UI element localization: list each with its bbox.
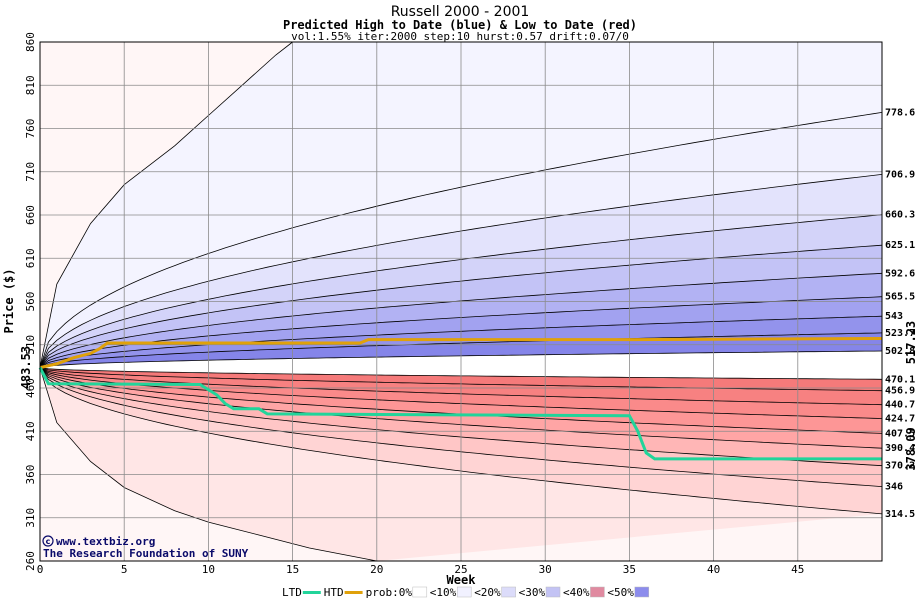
legend-swatch-2 <box>412 586 428 598</box>
credit-org: The Research Foundation of SUNY <box>43 547 249 560</box>
legend-swatch-5 <box>545 586 561 598</box>
band-end-label-17: 314.5 <box>885 509 915 520</box>
x-tick-label-40: 40 <box>707 563 720 576</box>
legend-swatch-6 <box>590 586 605 598</box>
legend-label-3: <10% <box>430 586 457 599</box>
band-low-3 <box>40 367 882 434</box>
band-end-label-14: 390.4 <box>885 443 915 454</box>
band-end-label-2: 660.3 <box>885 210 915 221</box>
y-tick-label-460: 460 <box>24 378 37 398</box>
band-end-label-7: 523.7 <box>885 328 915 339</box>
htd-series-line <box>39 337 883 370</box>
x-tick-labels: 0 5 10 15 20 25 30 35 40 45 <box>37 563 805 576</box>
y-tick-label-610: 610 <box>24 248 37 268</box>
band-high-1 <box>40 174 882 368</box>
y-tick-label-360: 360 <box>24 465 37 485</box>
legend-line-1 <box>344 591 363 594</box>
x-tick-label-45: 45 <box>791 563 804 576</box>
x-tick-label-30: 30 <box>539 563 552 576</box>
band-end-label-1: 706.9 <box>885 169 915 180</box>
band-end-label-8: 502.8 <box>885 346 915 357</box>
band-high-5 <box>40 296 882 368</box>
legend-label-1: HTD <box>324 586 344 599</box>
copyright-icon-c: c <box>46 537 51 546</box>
x-tick-label-5: 5 <box>121 563 128 576</box>
y-tick-label-510: 510 <box>24 335 37 355</box>
y-axis-label: Price ($) <box>2 268 16 333</box>
copyright-icon <box>42 535 54 547</box>
y-tick-label-410: 410 <box>24 421 37 441</box>
legend-swatch-7 <box>634 586 650 598</box>
band-end-label-10: 456.9 <box>885 386 915 397</box>
band-end-label-4: 592.6 <box>885 268 915 279</box>
x-tick-label-15: 15 <box>286 563 299 576</box>
y-tick-label-260: 260 <box>24 551 37 571</box>
x-tick-label-10: 10 <box>202 563 215 576</box>
band-end-label-12: 424.7 <box>885 414 915 425</box>
credit-site: www.textbiz.org <box>56 535 155 548</box>
band-low-outer <box>40 367 882 561</box>
y-tick-label-710: 710 <box>24 162 37 182</box>
y-tick-label-560: 560 <box>24 292 37 312</box>
band-high-2 <box>40 214 882 368</box>
legend-label-2: prob:0% <box>366 586 413 599</box>
legend-label-4: <20% <box>474 586 501 599</box>
envelope-high-line <box>39 41 293 368</box>
band-low-7 <box>40 367 882 514</box>
legend: LTD HTD prob:0% <10% <20% <30% <40% <50% <box>282 586 650 599</box>
start-value-label: 483.53 <box>19 346 33 389</box>
band-end-label-9: 470.1 <box>885 374 915 385</box>
ltd-final-label: 378.09 <box>904 427 918 470</box>
htd-final-label: 517.23 <box>904 321 918 364</box>
band-end-labels: 778.6 706.9 660.3 625.1 592.6 565.5 543 523.7 50… <box>885 107 915 519</box>
band-end-label-15: 370.2 <box>885 461 915 472</box>
band-high-0 <box>40 112 882 368</box>
band-end-label-16: 346 <box>885 482 903 493</box>
band-end-label-0: 778.6 <box>885 107 915 118</box>
band-low-2 <box>40 367 882 419</box>
legend-swatch-4 <box>501 586 516 598</box>
y-tick-label-310: 310 <box>24 508 37 528</box>
ltd-series-line <box>38 366 882 461</box>
band-high-outer <box>40 42 882 368</box>
band-end-label-5: 565.5 <box>885 292 915 303</box>
x-tick-label-20: 20 <box>370 563 383 576</box>
band-end-label-3: 625.1 <box>885 240 915 251</box>
y-tick-labels: 260 310 360 410 460 510 560 610 660 710 760 810 860 <box>24 32 37 571</box>
x-tick-label-35: 35 <box>623 563 636 576</box>
band-end-label-6: 543 <box>885 311 903 322</box>
y-tick-label-810: 810 <box>24 75 37 95</box>
y-tick-label-860: 860 <box>24 32 37 52</box>
legend-swatch-3 <box>456 586 472 598</box>
band-high-4 <box>40 273 882 368</box>
x-tick-label-0: 0 <box>37 563 44 576</box>
chart-subtitle: Predicted High to Date (blue) & Low to D… <box>283 18 637 32</box>
band-low-6 <box>40 367 882 487</box>
plot-frame <box>39 41 883 562</box>
legend-label-5: <30% <box>519 586 546 599</box>
legend-label-0: LTD <box>282 586 302 599</box>
chart-params: vol:1.55% iter:2000 step:10 hurst:0.57 d… <box>291 30 629 43</box>
legend-line-0 <box>302 591 321 594</box>
y-tick-label-660: 660 <box>24 205 37 225</box>
chart-title: Russell 2000 - 2001 <box>391 4 530 20</box>
band-end-label-11: 440.7 <box>885 400 915 411</box>
band-end-label-13: 407.5 <box>885 428 915 439</box>
x-tick-label-25: 25 <box>454 563 467 576</box>
band-high-3 <box>40 245 882 368</box>
legend-label-6: <40% <box>563 586 590 599</box>
grid <box>40 42 882 561</box>
credits: c www.textbiz.org The Research Foundatio… <box>42 535 249 560</box>
y-tick-label-760: 760 <box>24 119 37 139</box>
band-low-5 <box>40 367 882 466</box>
x-axis-label: Week <box>447 573 477 587</box>
legend-label-7: <50% <box>607 586 634 599</box>
band-low-4 <box>40 367 882 449</box>
